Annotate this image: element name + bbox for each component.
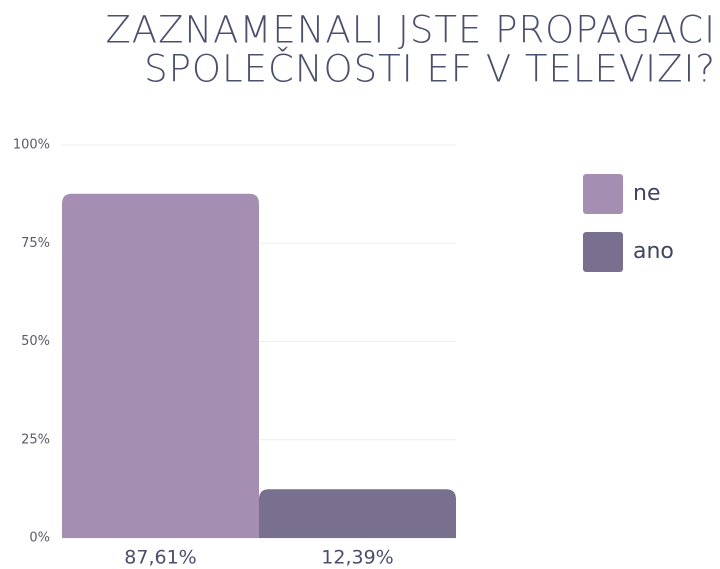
legend-swatch — [583, 174, 623, 214]
chart-title: SPOLEČNOSTI EF V TELEVIZI? — [144, 47, 716, 91]
bar — [62, 193, 259, 539]
y-tick-label: 25% — [21, 432, 50, 447]
legend-label: ne — [633, 181, 660, 206]
legend-label: ano — [633, 239, 674, 264]
y-tick-label: 75% — [21, 236, 50, 251]
y-tick-label: 100% — [13, 138, 50, 153]
value-label: 12,39% — [321, 547, 393, 569]
chart-title: ZAZNAMENALI JSTE PROPAGACI — [105, 9, 716, 52]
bar — [259, 489, 456, 538]
y-tick-label: 0% — [29, 531, 50, 546]
y-tick-label: 50% — [21, 334, 50, 349]
value-label: 87,61% — [124, 547, 196, 569]
legend-swatch — [583, 232, 623, 272]
